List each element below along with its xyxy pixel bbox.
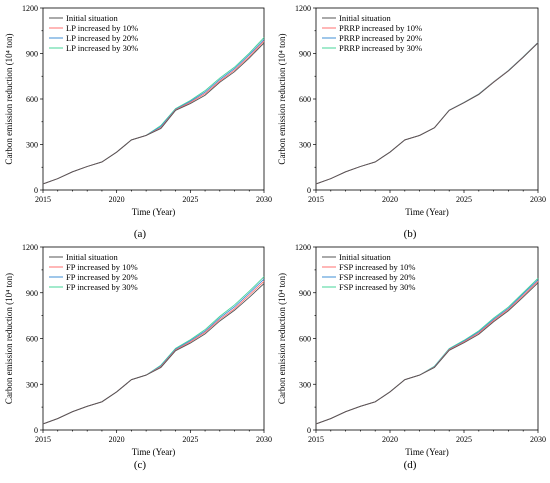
legend-label: Initial situation: [339, 13, 391, 23]
x-tick-label: 2030: [530, 195, 546, 204]
y-tick-label: 300: [299, 380, 311, 389]
y-tick-label: 900: [299, 50, 311, 59]
chart-panel-1: 2015 2020 2025 2030 0 300 600 900 1200 Time (Year…: [4, 4, 272, 240]
y-tick-label: 600: [26, 335, 38, 344]
legend-label: PRRP increased by 10%: [339, 23, 422, 33]
y-tick-label: 300: [299, 141, 311, 150]
legend-label: FSP increased by 10%: [339, 262, 415, 272]
y-tick-label: 1200: [295, 4, 311, 13]
series-line-1: [42, 42, 265, 185]
y-tick-label: 1200: [295, 243, 311, 252]
legend-label: LP increased by 20%: [66, 33, 138, 43]
x-tick-label: 2030: [256, 195, 272, 204]
x-tick-label: 2025: [456, 435, 472, 444]
y-tick-label: 300: [26, 380, 38, 389]
y-tick-label: 0: [34, 186, 38, 195]
y-tick-label: 900: [299, 289, 311, 298]
x-axis-label: Time (Year): [132, 447, 176, 457]
legend-label: FP increased by 10%: [66, 262, 138, 272]
series-line-2: [315, 280, 539, 425]
legend-label: Initial situation: [66, 13, 118, 23]
x-tick-label: 2025: [456, 195, 472, 204]
y-tick-label: 0: [34, 426, 38, 435]
y-tick-label: 600: [26, 95, 38, 104]
series-line-4: [42, 276, 265, 425]
series-line-2: [42, 280, 265, 425]
y-tick-label: 900: [26, 289, 38, 298]
y-tick-label: 600: [299, 95, 311, 104]
x-tick-label: 2015: [308, 435, 324, 444]
series-line-4: [42, 37, 265, 185]
chart-panel-4: 2015 2020 2025 2030 0 300 600 900 1200 Time (Year…: [277, 243, 546, 471]
y-tick-label: 0: [307, 426, 311, 435]
y-tick-label: 1200: [22, 4, 38, 13]
x-tick-label: 2020: [382, 435, 398, 444]
x-tick-label: 2020: [109, 435, 125, 444]
chart-panel-3: 2015 2020 2025 2030 0 300 600 900 1200 Time (Year…: [4, 243, 272, 471]
panel-label: (d): [404, 459, 417, 471]
x-axis-label: Time (Year): [405, 207, 449, 217]
y-axis-label: Carbon emission reduction (10⁴ ton): [277, 33, 287, 164]
x-tick-label: 2030: [256, 435, 272, 444]
series-line-1: [42, 283, 265, 425]
series-line-2: [315, 42, 539, 185]
x-axis-label: Time (Year): [132, 207, 176, 217]
y-tick-label: 0: [307, 186, 311, 195]
legend-label: FP increased by 20%: [66, 272, 138, 282]
legend-label: LP increased by 30%: [66, 43, 138, 53]
y-axis-label: Carbon emission reduction (10⁴ ton): [4, 33, 14, 164]
x-tick-label: 2025: [182, 435, 198, 444]
series-line-1: [315, 42, 539, 185]
x-tick-label: 2015: [35, 195, 51, 204]
panel-label: (b): [404, 228, 417, 240]
legend-label: Initial situation: [339, 252, 391, 262]
legend-label: Initial situation: [66, 252, 118, 262]
y-tick-label: 600: [299, 335, 311, 344]
series-line-2: [42, 40, 265, 185]
x-tick-label: 2030: [530, 435, 546, 444]
series-line-3: [42, 39, 265, 185]
legend-label: PRRP increased by 20%: [339, 33, 422, 43]
series-line-1: [315, 282, 539, 425]
x-axis-label: Time (Year): [405, 447, 449, 457]
legend-label: PRRP increased by 30%: [339, 43, 422, 53]
series-line-4: [315, 42, 539, 185]
legend-label: LP increased by 10%: [66, 23, 138, 33]
legend-label: FSP increased by 20%: [339, 272, 415, 282]
x-tick-label: 2015: [308, 195, 324, 204]
x-tick-label: 2020: [382, 195, 398, 204]
chart-panel-2: 2015 2020 2025 2030 0 300 600 900 1200 Time (Year…: [277, 4, 546, 240]
x-tick-label: 2025: [182, 195, 198, 204]
y-tick-label: 900: [26, 50, 38, 59]
series-line-3: [315, 42, 539, 185]
legend-label: FSP increased by 30%: [339, 282, 415, 292]
series-line-4: [315, 277, 539, 425]
legend-label: FP increased by 30%: [66, 282, 138, 292]
x-tick-label: 2015: [35, 435, 51, 444]
y-axis-label: Carbon emission reduction (10⁴ ton): [277, 273, 287, 404]
y-tick-label: 1200: [22, 243, 38, 252]
series-line-3: [315, 279, 539, 425]
panel-label: (a): [134, 228, 147, 240]
x-tick-label: 2020: [109, 195, 125, 204]
panel-label: (c): [134, 459, 147, 471]
y-axis-label: Carbon emission reduction (10⁴ ton): [4, 273, 14, 404]
y-tick-label: 300: [26, 141, 38, 150]
series-line-3: [42, 278, 265, 425]
